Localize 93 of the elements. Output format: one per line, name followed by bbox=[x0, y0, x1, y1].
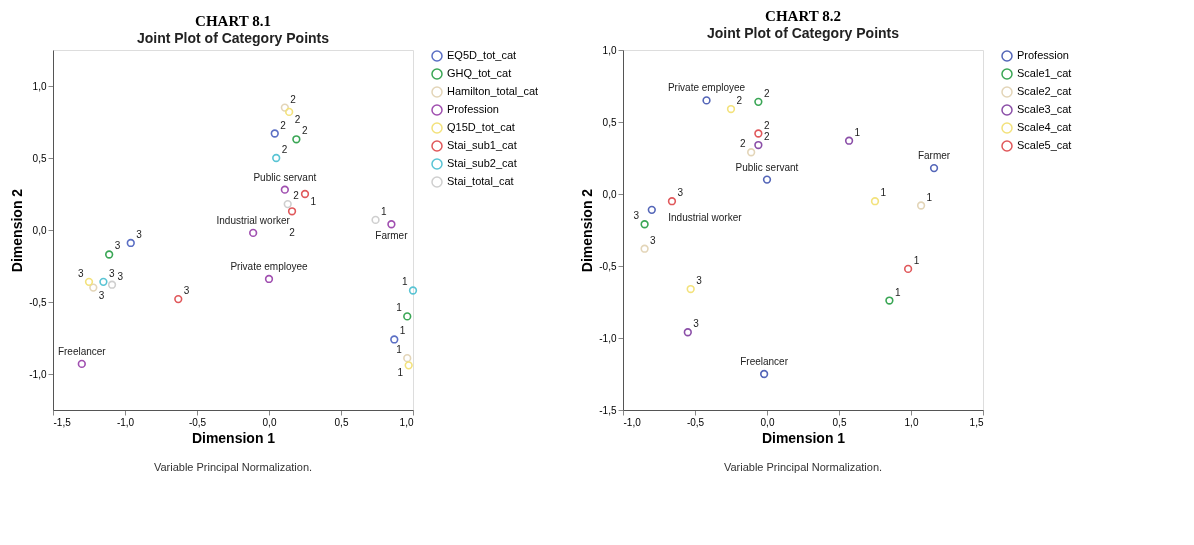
x-tick-label: 1,0 bbox=[399, 416, 414, 428]
annotation: 3 bbox=[98, 289, 105, 301]
chart-subtitle: Joint Plot of Category Points bbox=[136, 30, 330, 46]
annotation: 3 bbox=[77, 267, 84, 279]
annotation: Industrial worker bbox=[668, 211, 743, 223]
text: Variable Principal Normalization. bbox=[723, 461, 883, 473]
chart-title: CHART 8.2 bbox=[765, 8, 841, 24]
text: Variable Principal Normalization. bbox=[153, 461, 313, 473]
annotation: 1 bbox=[880, 187, 887, 199]
y-tick-label: -1,0 bbox=[599, 332, 617, 344]
x-tick-label: 0,5 bbox=[832, 416, 847, 428]
annotation: 2 bbox=[301, 125, 308, 137]
annotation: 3 bbox=[650, 234, 657, 246]
y-tick-label: 0,5 bbox=[32, 152, 47, 164]
annotation: 1 bbox=[926, 191, 933, 203]
y-axis-title: Dimension 2 bbox=[579, 188, 596, 273]
annotation: 1 bbox=[399, 325, 406, 337]
x-tick-label: 0,0 bbox=[760, 416, 775, 428]
x-tick-label: 1,5 bbox=[969, 416, 984, 428]
annotation: 3 bbox=[693, 318, 700, 330]
x-tick-label: 1,0 bbox=[904, 416, 919, 428]
annotation: Farmer bbox=[917, 150, 951, 162]
annotation: 1 bbox=[894, 286, 901, 298]
y-tick-label: 0,0 bbox=[32, 224, 47, 236]
x-tick-label: -0,5 bbox=[686, 416, 705, 428]
annotation: 2 bbox=[736, 95, 743, 107]
legend-label: Profession bbox=[447, 103, 499, 115]
annotation: 3 bbox=[677, 187, 684, 199]
legend-label: Profession bbox=[1017, 49, 1069, 61]
chart-title: CHART 8.1 bbox=[195, 13, 271, 29]
annotation: 3 bbox=[633, 210, 640, 222]
x-tick-label: -0,5 bbox=[188, 416, 207, 428]
annotation: Freelancer bbox=[740, 356, 789, 367]
x-tick-label: 0,0 bbox=[262, 416, 277, 428]
annotation: 3 bbox=[117, 270, 124, 282]
x-tick-label: -1,5 bbox=[53, 416, 72, 428]
x-tick-label: -1,0 bbox=[116, 416, 135, 428]
y-tick-label: -1,5 bbox=[599, 404, 617, 416]
annotation: 3 bbox=[108, 267, 115, 279]
annotation: 3 bbox=[136, 228, 143, 240]
annotation: 2 bbox=[763, 131, 770, 143]
legend-label: Scale4_cat bbox=[1017, 121, 1072, 133]
annotation: 1 bbox=[397, 367, 404, 379]
annotation: 2 bbox=[289, 227, 296, 239]
annotation: Farmer bbox=[375, 230, 409, 242]
legend-label: Stai_sub2_cat bbox=[447, 157, 517, 169]
annotation: 2 bbox=[293, 190, 300, 202]
y-tick-label: 1,0 bbox=[32, 80, 47, 92]
y-tick-label: -0,5 bbox=[599, 260, 617, 272]
annotation: 2 bbox=[740, 138, 747, 150]
annotation: Freelancer bbox=[57, 345, 107, 357]
legend-label: Scale2_cat bbox=[1017, 85, 1072, 97]
legend-label: Scale1_cat bbox=[1017, 67, 1072, 79]
annotation: 2 bbox=[294, 113, 301, 125]
annotation: Private employee bbox=[667, 82, 746, 94]
annotation: 2 bbox=[281, 144, 288, 155]
annotation: 2 bbox=[763, 119, 770, 131]
legend-label: Stai_total_cat bbox=[447, 175, 514, 187]
annotation: 1 bbox=[913, 254, 920, 266]
annotation: 1 bbox=[381, 205, 388, 217]
legend-label: GHQ_tot_cat bbox=[447, 67, 512, 79]
x-axis-title: Dimension 1 bbox=[761, 429, 846, 446]
annotation: 2 bbox=[763, 87, 770, 99]
annotation: 3 bbox=[114, 240, 121, 252]
x-tick-label: 0,5 bbox=[334, 416, 349, 428]
legend-label: Scale5_cat bbox=[1017, 139, 1072, 151]
annotation: 1 bbox=[854, 126, 861, 138]
x-tick-label: -1,0 bbox=[623, 416, 642, 428]
y-tick-label: -0,5 bbox=[29, 296, 47, 308]
annotation: 3 bbox=[696, 275, 703, 287]
annotation: 2 bbox=[280, 119, 287, 131]
y-tick-label: -1,0 bbox=[29, 368, 47, 380]
legend-label: Stai_sub1_cat bbox=[447, 139, 517, 151]
annotation: 1 bbox=[396, 302, 403, 314]
x-axis-title: Dimension 1 bbox=[191, 429, 276, 446]
y-tick-label: 0,0 bbox=[602, 188, 617, 200]
annotation: 1 bbox=[396, 344, 403, 356]
chart-subtitle: Joint Plot of Category Points bbox=[706, 25, 900, 41]
annotation: 1 bbox=[310, 196, 317, 207]
y-axis-title: Dimension 2 bbox=[9, 188, 26, 273]
annotation: 1 bbox=[401, 276, 408, 288]
y-tick-label: 0,5 bbox=[602, 116, 617, 128]
legend-label: Q15D_tot_cat bbox=[447, 121, 515, 133]
annotation: Private employee bbox=[230, 260, 309, 272]
y-tick-label: 1,0 bbox=[602, 44, 617, 56]
legend-label: Hamilton_total_cat bbox=[447, 85, 539, 97]
legend-label: EQ5D_tot_cat bbox=[447, 49, 517, 61]
annotation: Public servant bbox=[253, 171, 317, 183]
annotation: Public servant bbox=[735, 161, 799, 173]
annotation: 3 bbox=[183, 285, 190, 297]
annotation: 2 bbox=[290, 93, 297, 105]
legend-label: Scale3_cat bbox=[1017, 103, 1072, 115]
annotation: Industrial worker bbox=[216, 214, 291, 226]
